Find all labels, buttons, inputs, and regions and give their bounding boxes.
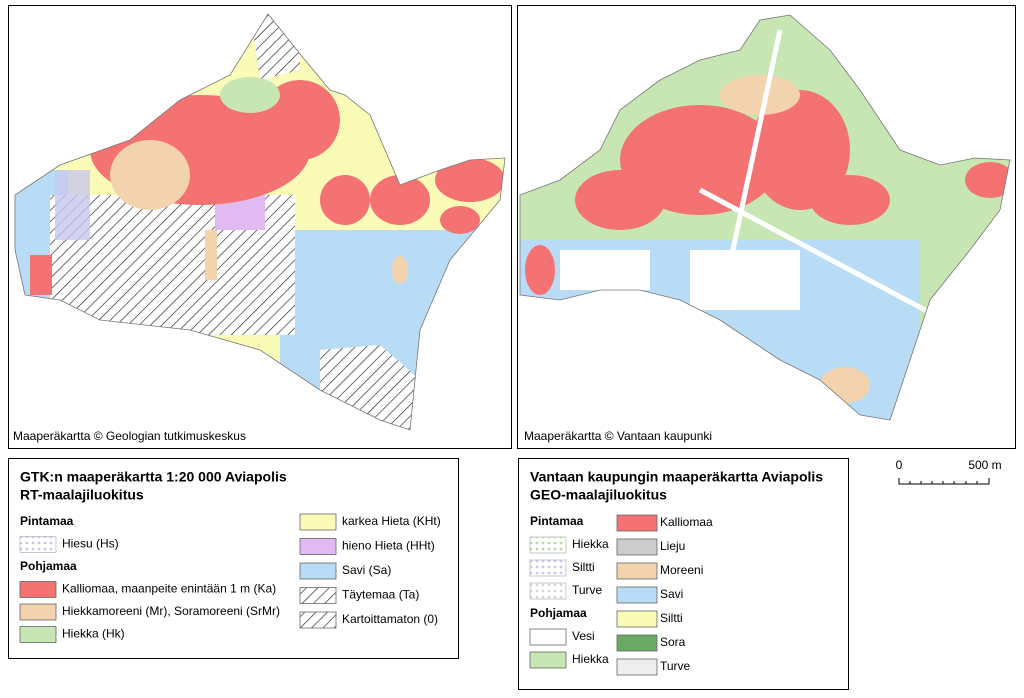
map-left bbox=[15, 14, 505, 430]
legend-swatch bbox=[529, 582, 567, 600]
legend-label: Hiekka bbox=[572, 652, 609, 666]
legend-label: Kalliomaa bbox=[660, 515, 713, 529]
legend-label: Hiesu (Hs) bbox=[62, 537, 119, 551]
legend-heading: Pohjamaa bbox=[530, 606, 587, 620]
legend-label: Lieju bbox=[660, 539, 685, 553]
legend-swatch bbox=[616, 562, 658, 580]
legend-swatch bbox=[299, 538, 337, 555]
legend-swatch bbox=[299, 587, 337, 604]
legend-label: Savi (Sa) bbox=[342, 563, 391, 577]
legend-label: Turve bbox=[660, 659, 691, 673]
scale-label: 500 m bbox=[968, 458, 1001, 472]
legend-label: Hiekkamoreeni (Mr), Soramoreeni (SrMr) bbox=[62, 604, 280, 618]
legend-swatch bbox=[616, 610, 658, 628]
map-credit: Maaperäkartta © Geologian tutkimuskeskus bbox=[13, 429, 246, 443]
legend-heading: Pintamaa bbox=[20, 514, 74, 528]
map-frame bbox=[517, 5, 1016, 449]
map-frame bbox=[8, 5, 512, 449]
map-right bbox=[520, 15, 1010, 420]
legend-swatch bbox=[529, 559, 567, 577]
legend-title: Vantaan kaupungin maaperäkartta Aviapoli… bbox=[530, 469, 823, 485]
legend-swatch bbox=[19, 626, 57, 643]
legend-swatch bbox=[616, 634, 658, 652]
legend-label: Siltti bbox=[660, 611, 683, 625]
legend-label: Hiekka (Hk) bbox=[62, 627, 125, 641]
legend-swatch bbox=[19, 603, 57, 621]
scale-bar: 0 500 m bbox=[896, 458, 1002, 485]
legend-swatch bbox=[529, 651, 567, 669]
legend-swatch bbox=[19, 536, 57, 553]
legend-swatch bbox=[299, 513, 337, 531]
map-credit: Maaperäkartta © Vantaan kaupunki bbox=[524, 429, 712, 443]
legend-swatch bbox=[529, 628, 567, 646]
legend-heading: Pohjamaa bbox=[20, 559, 77, 573]
legend-box bbox=[8, 458, 459, 659]
legend-label: hieno Hieta (HHt) bbox=[342, 539, 435, 553]
legend-label: Savi bbox=[660, 587, 683, 601]
legend-label: Kartoittamaton (0) bbox=[342, 612, 438, 626]
legend-label: Täytemaa (Ta) bbox=[342, 588, 419, 602]
legend-title: GTK:n maaperäkartta 1:20 000 Aviapolis bbox=[20, 469, 287, 485]
legend-label: Kalliomaa, maanpeite enintään 1 m (Ka) bbox=[62, 582, 276, 596]
legend-box bbox=[518, 458, 849, 690]
legend-label: Turve bbox=[572, 583, 603, 597]
legend-swatch bbox=[299, 611, 337, 629]
legend-swatch bbox=[529, 536, 567, 554]
legend-label: Siltti bbox=[572, 560, 595, 574]
legend-label: Sora bbox=[660, 635, 686, 649]
legend-label: karkea Hieta (KHt) bbox=[342, 514, 441, 528]
legend-title: GEO-maalajiluokitus bbox=[530, 487, 667, 503]
legend-label: Moreeni bbox=[660, 563, 703, 577]
legend-swatch bbox=[616, 658, 658, 676]
legend-swatch bbox=[616, 538, 658, 556]
legend-title: RT-maalajiluokitus bbox=[20, 487, 144, 503]
scale-label: 0 bbox=[896, 458, 903, 472]
legend-swatch bbox=[299, 562, 337, 580]
legend-label: Hiekka bbox=[572, 537, 609, 551]
legend-label: Vesi bbox=[572, 629, 595, 643]
legend-heading: Pintamaa bbox=[530, 514, 584, 528]
legend-swatch bbox=[616, 586, 658, 604]
legend-swatch bbox=[616, 514, 658, 532]
legend-swatch bbox=[19, 581, 57, 598]
